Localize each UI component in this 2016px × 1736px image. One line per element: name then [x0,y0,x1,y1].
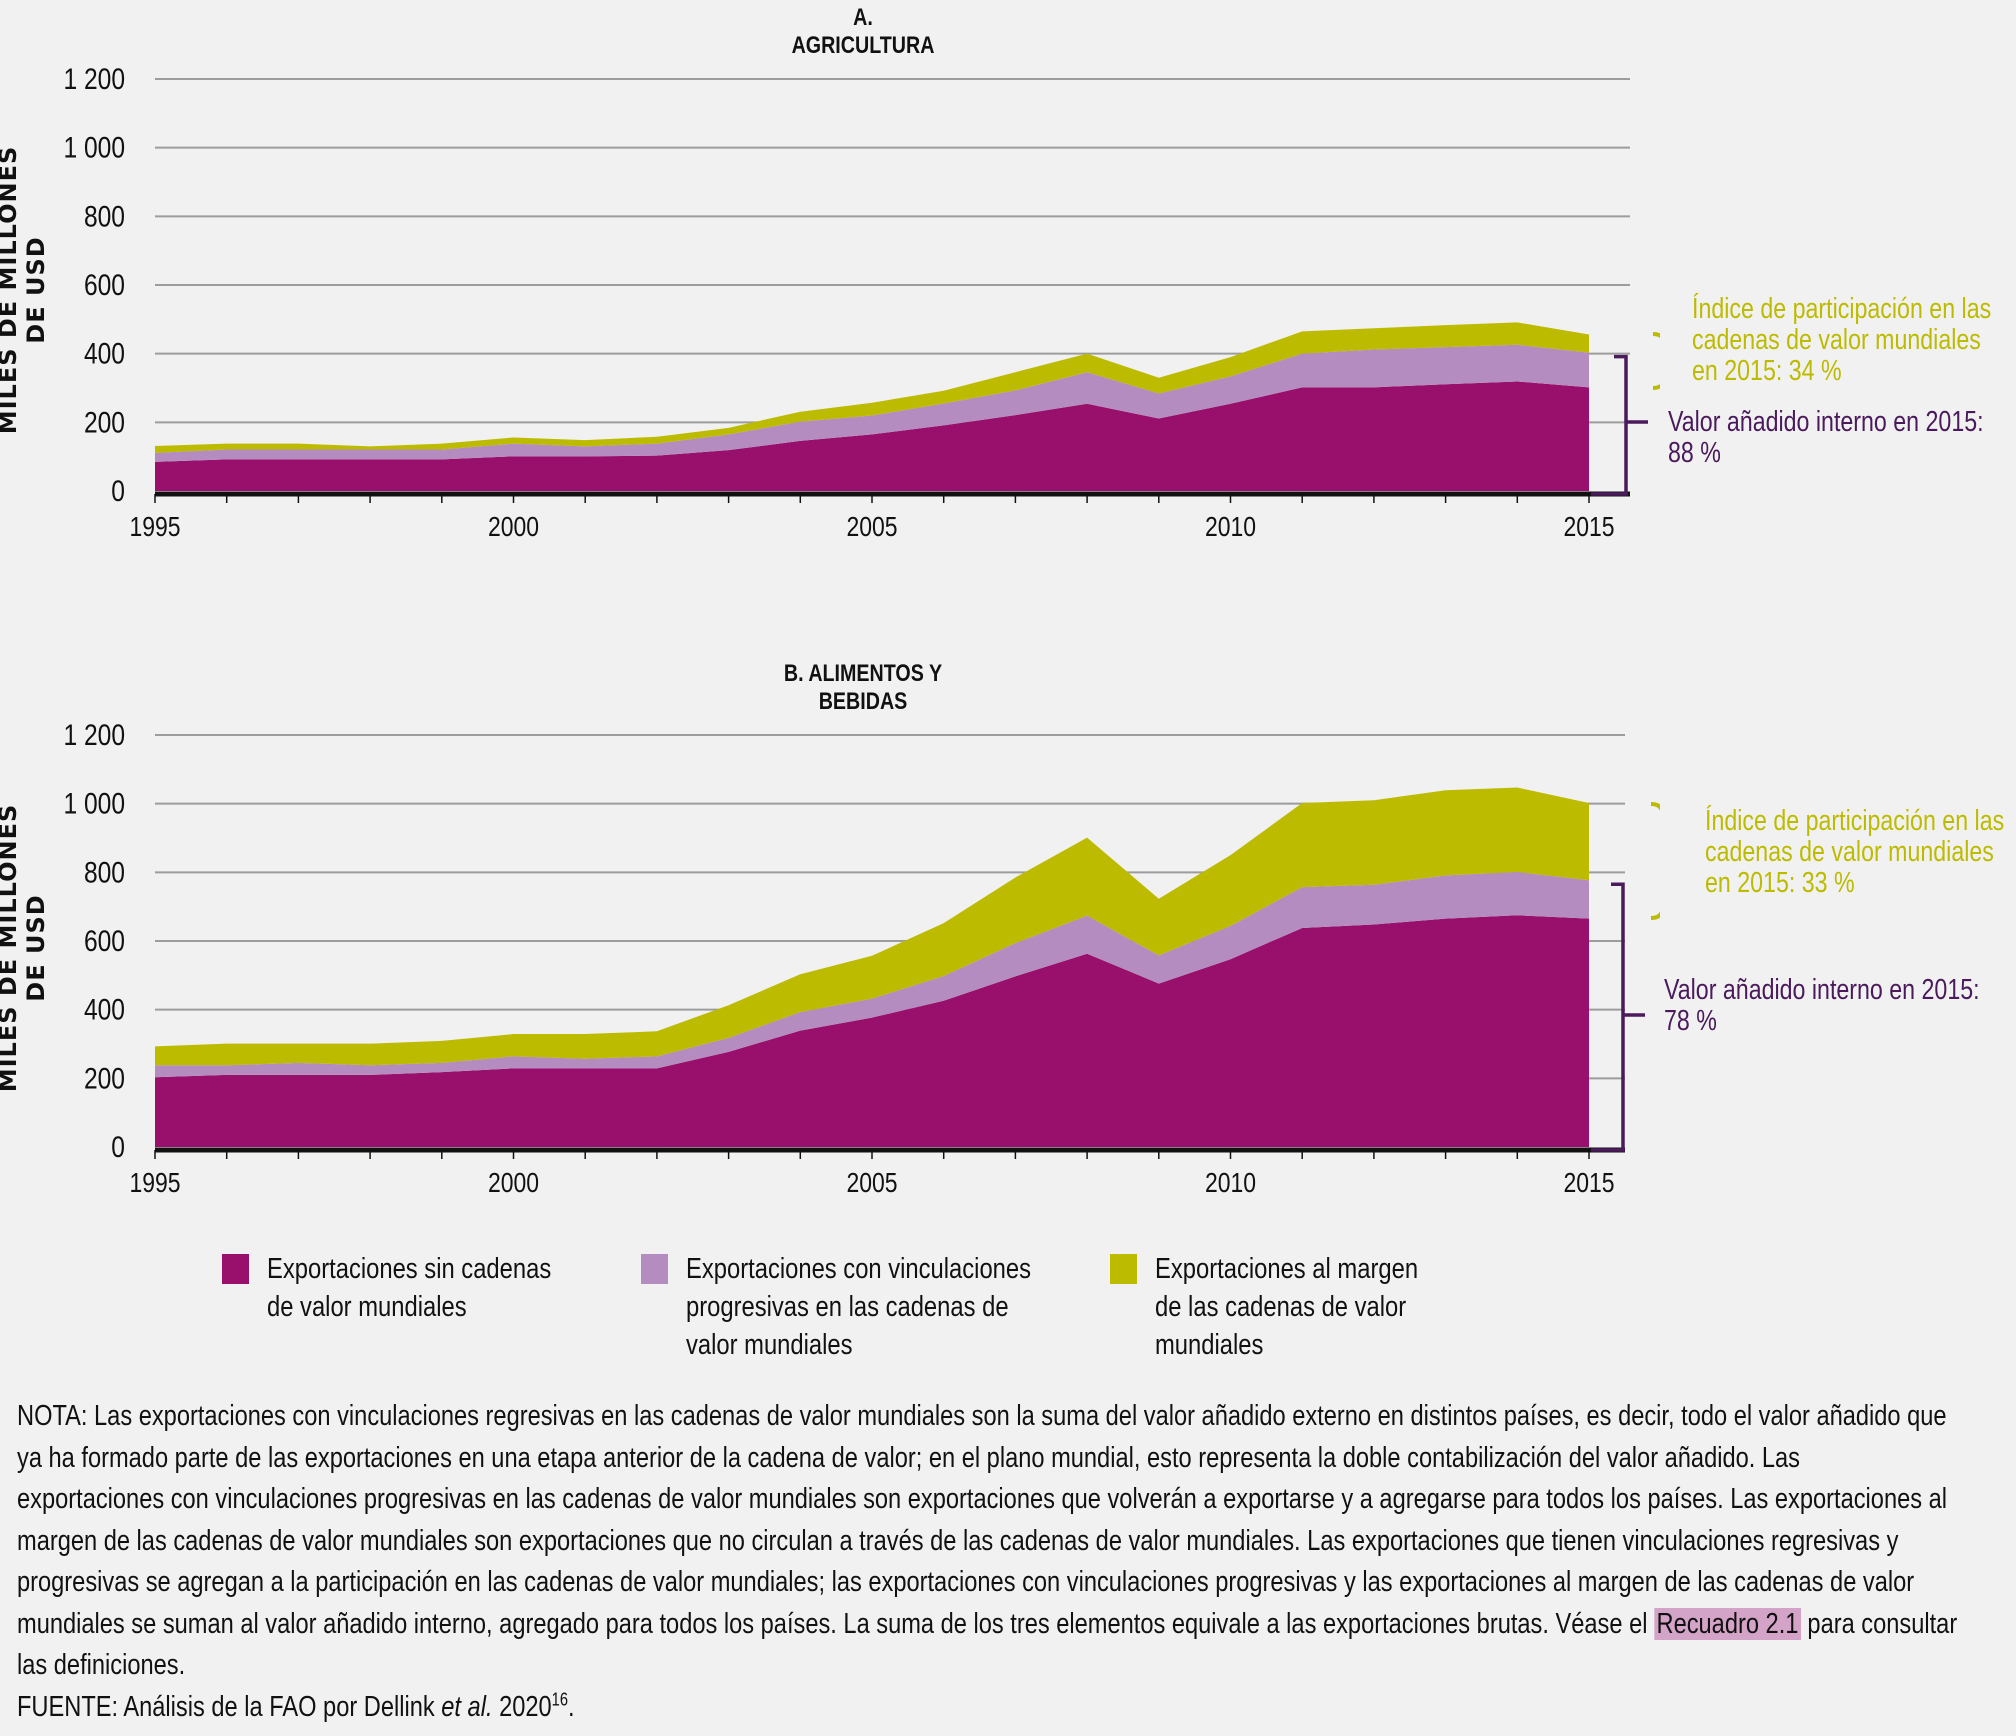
annotation-line: 78 % [1664,1005,1717,1037]
x-tick-label: 2015 [1563,1168,1614,1199]
area-series-2 [155,871,1589,1078]
chart-b-title: B. ALIMENTOS Y BEBIDAS [783,660,943,715]
y-tick-label: 200 [84,1061,125,1095]
note-line: las definiciones. [17,1649,186,1681]
annotation-line: 88 % [1668,437,1721,469]
y-tick-label: 1 000 [63,786,125,820]
chart-a-title: A. AGRICULTURA [791,4,935,59]
legend-swatch [222,1254,249,1284]
annotation-line: en 2015: 33 % [1705,867,1855,899]
note-line: NOTA: Las exportaciones con vinculacione… [17,1400,1947,1432]
x-tick-label: 2010 [1205,1168,1256,1199]
x-tick-label: 2010 [1205,512,1256,543]
chart-a: 0 200 400 600 800 1 000 1 200 1995 2000 2005 2010 2… [63,62,1660,543]
x-tick-label: 2015 [1563,512,1614,543]
x-tick-label: 1995 [129,512,180,543]
y-tick-label: 1 000 [63,130,125,164]
y-tick-label: 0 [111,1130,125,1164]
dva-bracket [1591,882,1625,1152]
gvc-brace [1650,802,1660,920]
recuadro-link[interactable]: Recuadro 2.1 [1654,1607,1801,1640]
legend-label-line: valor mundiales [686,1329,853,1361]
note-line-text: mundiales se suman al valor añadido inte… [17,1607,1655,1640]
y-tick-label: 400 [84,992,125,1026]
area-series-1 [155,915,1589,1147]
legend-item-outside-gvc: Exportaciones al margen de las cadenas d… [1110,1250,1476,1364]
y-tick-label: 800 [84,199,125,233]
source-et-al: et al. [441,1690,493,1723]
legend-label: Exportaciones con vinculaciones progresi… [686,1250,1031,1364]
area-series-3 [155,787,1589,1066]
legend-label-line: Exportaciones sin cadenas [267,1253,552,1285]
annotation-line: Valor añadido interno en 2015: [1664,974,1980,1006]
legend-item-no-gvc: Exportaciones sin cadenas de valor mundi… [222,1250,614,1326]
chart-b: 0 200 400 600 800 1 000 1 200 1995 2000 2005 2010 2… [63,718,1660,1199]
source-text: FUENTE: Análisis de la FAO por Dellink [17,1690,442,1723]
x-tick-label: 2000 [488,1168,539,1199]
chart-a-dva-annotation: Valor añadido interno en 2015: 88 % [1668,407,1984,469]
chart-a-y-axis-label: MILES DE MILLONES DE USD [0,145,50,435]
legend-label-line: Exportaciones con vinculaciones [686,1253,1032,1285]
gvc-brace [1652,332,1660,390]
annotation-line: Valor añadido interno en 2015: [1668,406,1984,438]
legend-label-line: Exportaciones al margen [1155,1253,1419,1285]
chart-b-gvc-annotation: Índice de participación en las cadenas d… [1705,806,2004,899]
source-year: 2020 [492,1690,552,1723]
note-line: margen de las cadenas de valor mundiales… [17,1524,1899,1557]
y-tick-label: 1 200 [63,62,125,96]
legend-item-forward-linkages: Exportaciones con vinculaciones progresi… [641,1250,1107,1364]
chart-a-gvc-annotation: Índice de participación en las cadenas d… [1692,294,1991,387]
y-tick-label: 600 [84,268,125,302]
legend-label-line: progresivas en las cadenas de [686,1291,1009,1323]
y-tick-label: 1 200 [63,718,125,752]
annotation-line: en 2015: 34 % [1692,355,1842,387]
legend-swatch [1110,1254,1137,1284]
legend-label-line: mundiales [1155,1329,1264,1361]
note-line: ya ha formado parte de las exportaciones… [17,1441,1801,1474]
note-line-text: para consultar [1800,1607,1958,1640]
y-tick-label: 800 [84,855,125,889]
annotation-line: Índice de participación en las [1705,805,2005,837]
footnote-ref[interactable]: 16 [551,1688,568,1709]
legend-label: Exportaciones al margen de las cadenas d… [1155,1250,1418,1364]
note-text: NOTA: Las exportaciones con vinculacione… [17,1396,2006,1728]
x-tick-label: 2005 [846,1168,897,1199]
y-tick-label: 200 [84,405,125,439]
legend-label-line: de las cadenas de valor [1155,1291,1407,1323]
note-line: mundiales se suman al valor añadido inte… [17,1604,2006,1646]
legend-label-line: de valor mundiales [267,1291,467,1323]
area-series-3 [155,322,1589,453]
x-tick-label: 2005 [846,512,897,543]
dva-bracket [1591,354,1628,496]
y-tick-label: 0 [111,474,125,508]
x-tick-label: 2000 [488,512,539,543]
area-series-2 [155,344,1589,462]
chart-b-y-axis-label: MILES DE MILLONES DE USD [0,803,50,1093]
y-tick-label: 600 [84,924,125,958]
note-line: progresivas se agregan a la participació… [17,1566,1915,1598]
source-end: . [567,1690,575,1723]
annotation-line: Índice de participación en las [1692,293,1992,325]
x-tick-label: 1995 [129,1168,180,1199]
annotation-line: cadenas de valor mundiales [1692,324,1981,356]
chart-b-dva-annotation: Valor añadido interno en 2015: 78 % [1664,975,1980,1037]
legend-label: Exportaciones sin cadenas de valor mundi… [267,1250,551,1326]
y-tick-label: 400 [84,336,125,370]
note-line: exportaciones con vinculaciones progresi… [17,1483,1948,1515]
area-series-1 [155,381,1589,491]
source-line: FUENTE: Análisis de la FAO por Dellink e… [17,1687,2006,1729]
legend-swatch [641,1254,668,1284]
annotation-line: cadenas de valor mundiales [1705,836,1994,868]
